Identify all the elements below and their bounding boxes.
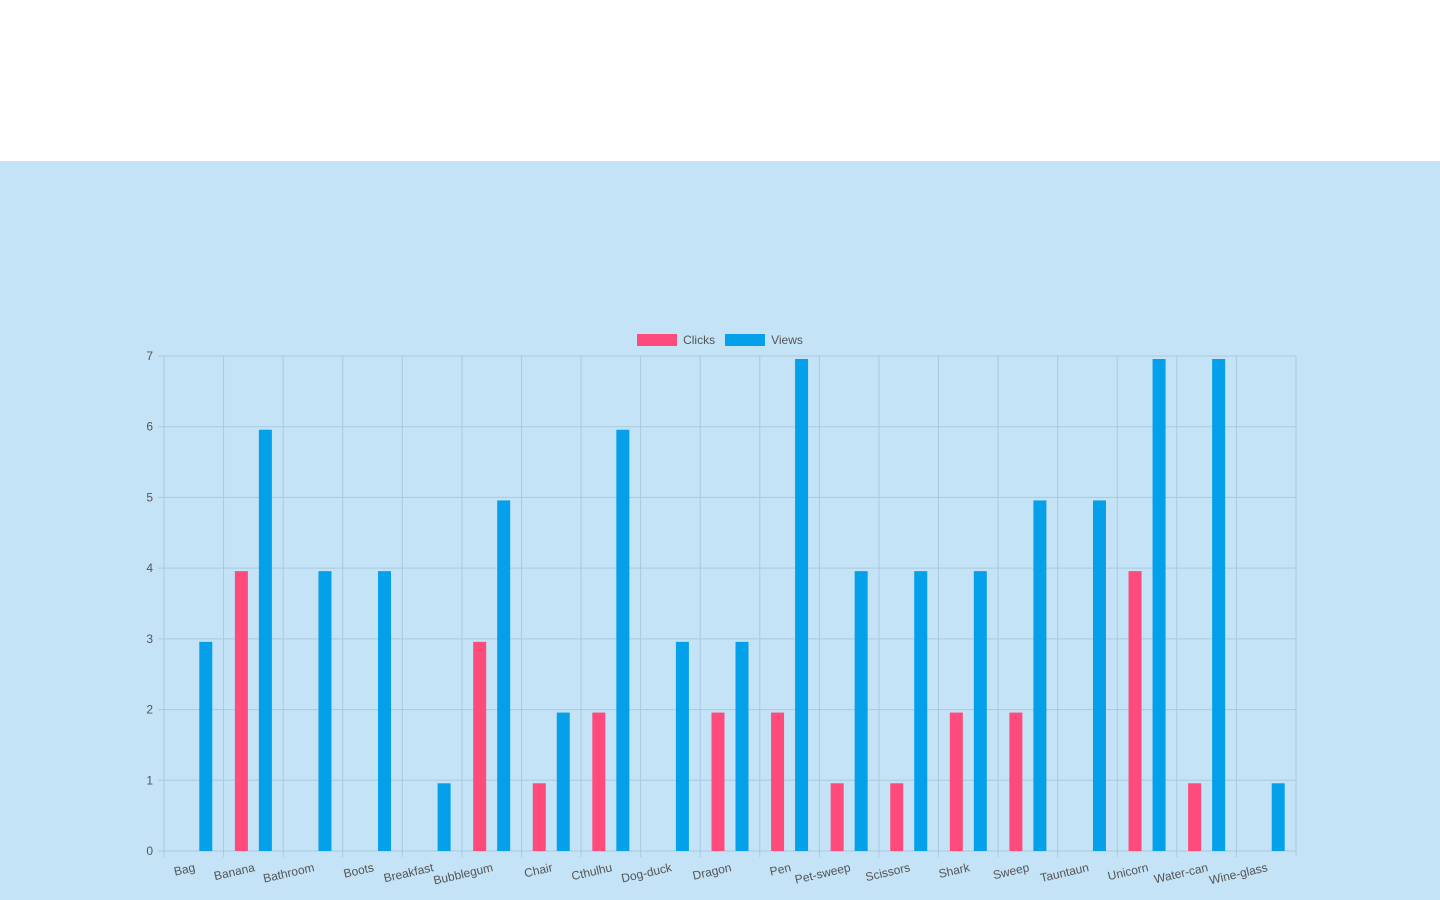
bar-views: [854, 571, 868, 851]
bar-views: [675, 641, 689, 851]
bar-clicks: [1128, 571, 1142, 851]
x-tick-label: Dog-duck: [620, 860, 674, 885]
bar-clicks: [771, 712, 785, 851]
x-tick-label: Tauntaun: [1039, 860, 1090, 885]
bar-views: [973, 571, 987, 851]
x-tick-label: Banana: [213, 860, 257, 883]
bar-views: [1152, 359, 1166, 851]
chart-section: Clicks Views 0 1 2 3 4 5 6 7 Bag Banana Bathroom Bo…: [0, 161, 1440, 900]
x-tick-label: Cthulhu: [570, 860, 613, 883]
legend-swatch-views: [725, 334, 766, 346]
x-tick-label: Water-can: [1153, 860, 1210, 886]
legend-label-views: Views: [771, 333, 803, 347]
bar-clicks: [1009, 712, 1023, 851]
x-tick-label: Pen: [768, 860, 792, 878]
legend-item-clicks[interactable]: Clicks: [637, 333, 715, 347]
bar-clicks: [1188, 783, 1202, 851]
y-tick-label: 1: [146, 773, 153, 787]
bar-clicks: [592, 712, 606, 851]
bar-views: [1092, 500, 1106, 851]
x-tick-label: Unicorn: [1106, 860, 1149, 883]
bar-clicks: [711, 712, 725, 851]
x-tick-label: Bathroom: [262, 860, 316, 885]
bar-views: [1271, 783, 1285, 851]
bar-views: [914, 571, 928, 851]
y-tick-label: 4: [146, 561, 153, 575]
bar-views: [378, 571, 392, 851]
bar-clicks: [949, 712, 963, 851]
bar-views: [735, 641, 749, 851]
x-tick-label: Chair: [523, 860, 554, 880]
y-tick-label: 7: [146, 349, 153, 363]
chart-legend: Clicks Views: [0, 333, 1440, 347]
bar-views: [318, 571, 332, 851]
y-tick-label: 0: [146, 844, 153, 858]
x-tick-label: Bag: [173, 860, 197, 878]
bar-views: [556, 712, 570, 851]
bar-views: [1033, 500, 1047, 851]
x-tick-label: Sweep: [992, 860, 1031, 882]
bar-clicks: [532, 783, 546, 851]
bar-views: [258, 429, 272, 851]
legend-swatch-clicks: [637, 334, 678, 346]
x-tick-label: Wine-glass: [1208, 860, 1269, 887]
y-tick-label: 2: [146, 703, 153, 717]
x-tick-label: Dragon: [691, 860, 732, 882]
x-tick-label: Shark: [937, 860, 972, 881]
top-blank-area: [0, 0, 1440, 161]
bar-chart: 0 1 2 3 4 5 6 7 Bag Banana Bathroom Boots BreakfastB…: [146, 349, 1297, 888]
bar-clicks: [234, 571, 248, 851]
x-tick-label: Breakfast: [382, 860, 435, 885]
legend-item-views[interactable]: Views: [725, 333, 803, 347]
bar-clicks: [473, 641, 487, 851]
legend-label-clicks: Clicks: [683, 333, 716, 347]
bar-views: [437, 783, 451, 851]
x-tick-label: Boots: [342, 860, 375, 881]
bar-views: [795, 359, 809, 851]
bar-views: [1212, 359, 1226, 851]
x-tick-label: Scissors: [864, 860, 911, 884]
bar-clicks: [830, 783, 844, 851]
y-tick-label: 5: [146, 490, 153, 504]
bar-views: [497, 500, 511, 851]
bar-clicks: [890, 783, 904, 851]
x-tick-label: Bubblegum: [432, 860, 494, 887]
bar-views: [616, 429, 630, 851]
y-tick-label: 3: [146, 632, 153, 646]
bar-views: [199, 641, 213, 851]
y-tick-label: 6: [146, 420, 153, 434]
x-tick-label: Pet-sweep: [793, 860, 852, 886]
